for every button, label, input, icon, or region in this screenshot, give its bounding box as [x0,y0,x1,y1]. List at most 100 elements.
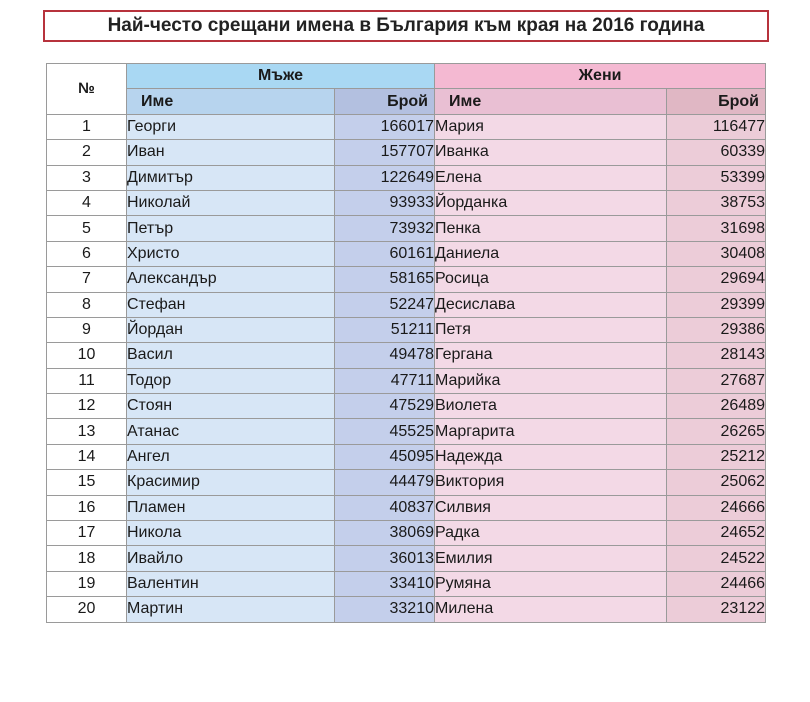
rank-cell: 5 [46,215,127,242]
male-name-cell: Ивайло [126,545,335,572]
male-count-cell: 60161 [334,240,435,268]
rank-cell: 2 [46,139,127,166]
table-row: 3 Димитър 122649 Елена 53399 [46,164,767,191]
group-header-row: № Мъже Жени [46,62,767,115]
rank-cell: 13 [46,418,127,445]
rank-cell: 1 [46,113,127,141]
rank-cell: 15 [46,469,127,496]
female-name-cell: Милена [434,596,667,623]
rank-column-header: № [46,63,127,115]
table-row: 11 Тодор 47711 Марийка 27687 [46,367,767,395]
male-count-cell: 33210 [334,596,435,623]
table-row: 8 Стефан 52247 Десислава 29399 [46,291,767,318]
female-name-cell: Елена [434,164,667,191]
women-count-column-header: Брой [665,88,767,115]
male-name-cell: Васил [126,342,335,369]
male-count-cell: 157707 [334,139,435,166]
table-row: 1 Георги 166017 Мария 116477 [46,113,767,141]
table-row: 7 Александър 58165 Росица 29694 [46,266,767,293]
table-row: 9 Йордан 51211 Петя 29386 [46,316,767,344]
male-count-cell: 49478 [334,342,435,369]
table-row: 4 Николай 93933 Йорданка 38753 [46,189,767,217]
female-name-cell: Радка [434,520,667,547]
male-name-cell: Стефан [126,291,335,318]
table-row: 19 Валентин 33410 Румяна 24466 [46,570,767,598]
male-name-cell: Иван [126,139,335,166]
male-count-cell: 52247 [334,291,435,318]
female-name-cell: Марийка [434,367,667,395]
column-header-row: Име Брой Име Брой [47,88,767,115]
table-row: 14 Ангел 45095 Надежда 25212 [46,443,767,471]
table-row: 17 Никола 38069 Радка 24652 [46,520,767,547]
rank-cell: 4 [46,189,127,217]
table-row: 6 Христо 60161 Даниела 30408 [46,240,767,268]
female-name-cell: Петя [434,316,667,344]
male-name-cell: Христо [126,240,335,268]
male-name-cell: Мартин [126,596,335,623]
female-count-cell: 24666 [665,494,767,522]
women-name-column-header: Име [434,88,667,115]
male-name-cell: Пламен [126,494,335,522]
rank-cell: 11 [46,367,127,395]
female-name-cell: Даниела [434,240,667,268]
female-count-cell: 53399 [665,164,767,191]
female-name-cell: Виктория [434,469,667,496]
female-name-cell: Иванка [434,139,667,166]
female-count-cell: 25212 [665,443,767,471]
rank-cell: 3 [46,164,127,191]
men-count-column-header: Брой [334,88,435,115]
male-count-cell: 36013 [334,545,435,572]
female-count-cell: 29386 [665,316,767,344]
male-count-cell: 166017 [334,113,435,141]
male-name-cell: Никола [126,520,335,547]
rank-cell: 9 [46,316,127,344]
male-count-cell: 122649 [334,164,435,191]
male-count-cell: 58165 [334,266,435,293]
female-name-cell: Силвия [434,494,667,522]
page-title: Най-често срещани имена в България към к… [43,10,769,42]
female-count-cell: 38753 [665,189,767,217]
female-name-cell: Виолета [434,393,667,420]
female-name-cell: Румяна [434,570,667,598]
male-count-cell: 47529 [334,393,435,420]
female-count-cell: 27687 [665,367,767,395]
male-count-cell: 40837 [334,494,435,522]
male-name-cell: Ангел [126,443,335,471]
male-name-cell: Георги [126,113,335,141]
female-count-cell: 24466 [665,570,767,598]
male-count-cell: 38069 [334,520,435,547]
female-count-cell: 116477 [665,113,767,141]
table-row: 12 Стоян 47529 Виолета 26489 [46,393,767,420]
table-row: 15 Красимир 44479 Виктория 25062 [46,469,767,496]
female-count-cell: 25062 [665,469,767,496]
male-name-cell: Димитър [126,164,335,191]
table-row: 16 Пламен 40837 Силвия 24666 [46,494,767,522]
men-group-header: Мъже [126,62,435,90]
male-name-cell: Атанас [126,418,335,445]
female-count-cell: 29399 [665,291,767,318]
rank-cell: 14 [46,443,127,471]
female-name-cell: Емилия [434,545,667,572]
female-count-cell: 24652 [665,520,767,547]
table-body: 1 Георги 166017 Мария 116477 2 Иван 157707 Иванк… [46,113,767,623]
names-table: № Мъже Жени Име Брой Име Брой 1 Георги 166… [46,62,767,623]
table-row: 13 Атанас 45525 Маргарита 26265 [46,418,767,445]
male-name-cell: Николай [126,189,335,217]
male-count-cell: 44479 [334,469,435,496]
female-count-cell: 30408 [665,240,767,268]
male-name-cell: Красимир [126,469,335,496]
table-row: 18 Ивайло 36013 Емилия 24522 [46,545,767,572]
rank-cell: 16 [46,494,127,522]
table-row: 5 Петър 73932 Пенка 31698 [46,215,767,242]
female-name-cell: Надежда [434,443,667,471]
female-count-cell: 29694 [665,266,767,293]
rank-cell: 19 [46,570,127,598]
table-row: 10 Васил 49478 Гергана 28143 [46,342,767,369]
female-name-cell: Росица [434,266,667,293]
female-count-cell: 23122 [665,596,767,623]
rank-cell: 18 [46,545,127,572]
male-count-cell: 45095 [334,443,435,471]
male-name-cell: Тодор [126,367,335,395]
male-count-cell: 45525 [334,418,435,445]
male-name-cell: Александър [126,266,335,293]
